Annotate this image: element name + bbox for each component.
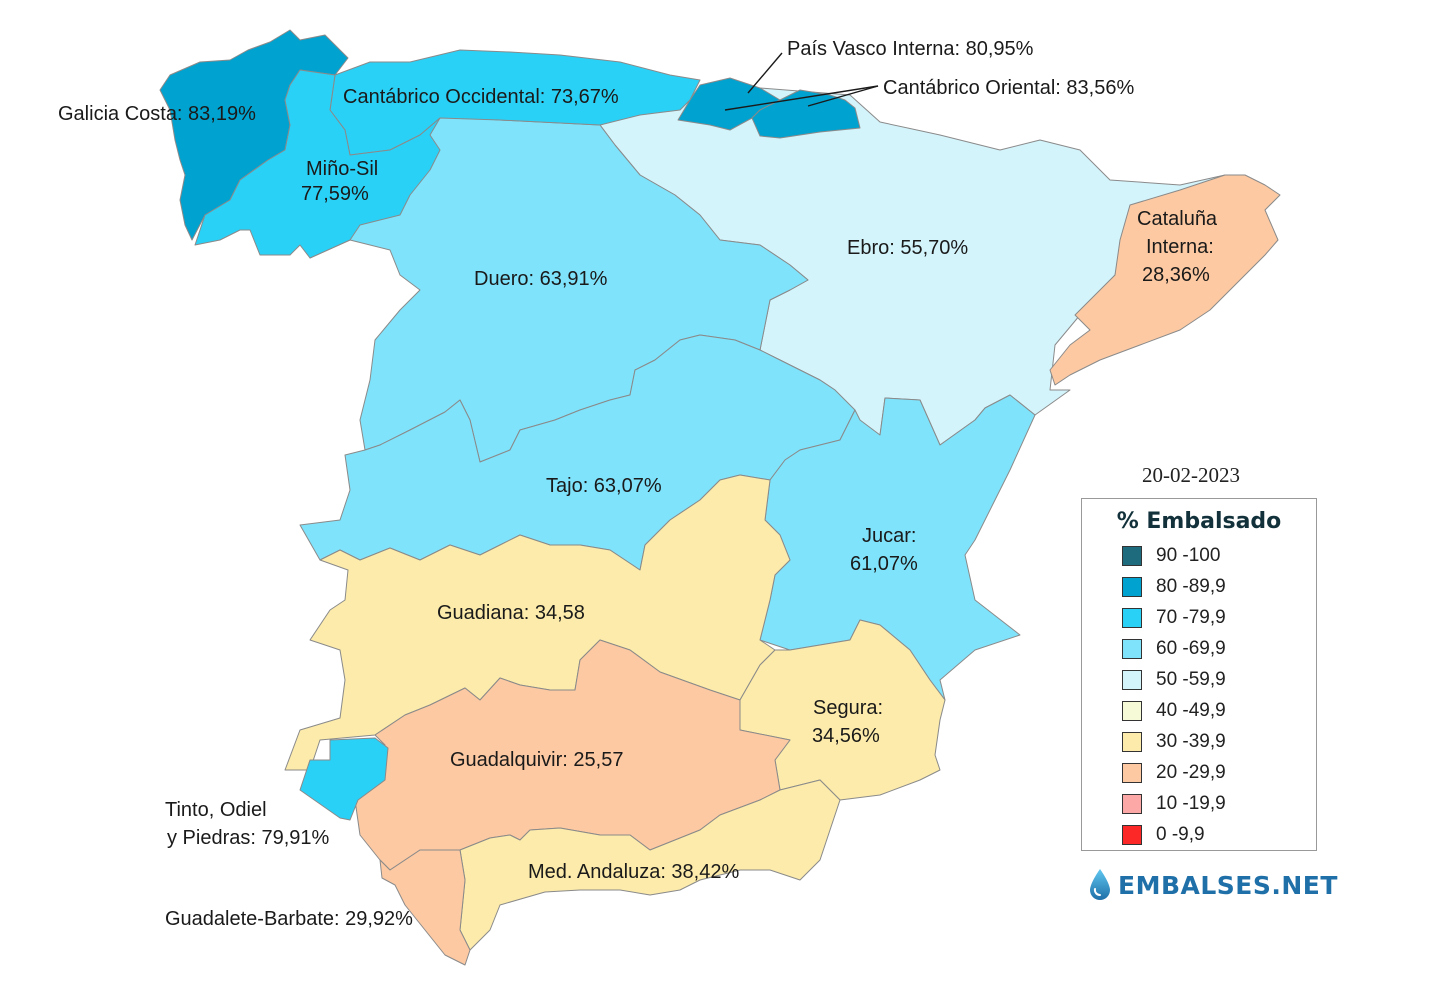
label-ebro: Ebro: 55,70% [847,237,968,259]
basin-cataluna-interna [1049,174,1281,386]
basin-med-andaluza [459,779,841,951]
leader-line-cantabrico-oriental-a [724,85,879,111]
basin-mino-sil [194,69,441,259]
label-jucar-name: Jucar: [862,525,916,547]
legend-item: 90 -100 [1082,540,1316,571]
legend-range-label: 50 -59,9 [1156,668,1226,690]
legend-range-label: 10 -19,9 [1156,792,1226,814]
legend-item: 60 -69,9 [1082,633,1316,664]
label-duero: Duero: 63,91% [474,268,608,290]
basin-tinto-odiel [299,737,389,821]
legend-item: 40 -49,9 [1082,695,1316,726]
label-segura-name: Segura: [813,697,883,719]
legend-range-label: 30 -39,9 [1156,730,1226,752]
label-pais-vasco-interna: País Vasco Interna: 80,95% [787,38,1034,60]
legend-swatch [1122,545,1142,566]
leader-line-pais-vasco [747,52,783,94]
legend: % Embalsado 90 -100 80 -89,9 70 -79,9 60 -6… [1081,498,1317,851]
legend-swatch [1122,700,1142,721]
label-cataluna-line2: Interna: [1146,236,1214,258]
label-segura-value: 34,56% [812,725,880,747]
legend-swatch [1122,607,1142,628]
legend-item: 20 -29,9 [1082,757,1316,788]
map-date: 20-02-2023 [1142,463,1240,487]
label-mino-sil-name: Miño-Sil [306,158,378,180]
legend-swatch [1122,731,1142,752]
label-tinto-odiel-line1: Tinto, Odiel [165,799,267,821]
legend-item: 0 -9,9 [1082,819,1316,850]
legend-title: % Embalsado [1116,509,1282,534]
label-cataluna-line3: 28,36% [1142,264,1210,286]
legend-swatch [1122,669,1142,690]
label-guadalquivir: Guadalquivir: 25,57 [450,749,623,771]
legend-range-label: 80 -89,9 [1156,575,1226,597]
label-jucar-value: 61,07% [850,553,918,575]
brand-name: EMBALSES.NET [1118,870,1338,900]
legend-range-label: 20 -29,9 [1156,761,1226,783]
legend-item: 50 -59,9 [1082,664,1316,695]
legend-range-label: 70 -79,9 [1156,606,1226,628]
legend-item: 80 -89,9 [1082,571,1316,602]
legend-swatch [1122,793,1142,814]
legend-items: 90 -100 80 -89,9 70 -79,9 60 -69,9 50 -59,9 4… [1082,540,1316,850]
water-drop-icon [1090,869,1110,900]
legend-swatch [1122,824,1142,845]
label-cantabrico-occidental: Cantábrico Occidental: 73,67% [343,86,619,108]
label-tajo: Tajo: 63,07% [546,475,662,497]
brand-logo: EMBALSES.NET [1088,868,1338,902]
label-tinto-odiel-line2: y Piedras: 79,91% [167,827,330,849]
basin-guadalete-barbate [379,849,471,966]
legend-swatch [1122,576,1142,597]
label-mino-sil-value: 77,59% [301,183,369,205]
legend-range-label: 60 -69,9 [1156,637,1226,659]
legend-range-label: 90 -100 [1156,544,1221,566]
legend-item: 30 -39,9 [1082,726,1316,757]
legend-swatch [1122,638,1142,659]
label-med-andaluza: Med. Andaluza: 38,42% [528,861,739,883]
legend-range-label: 40 -49,9 [1156,699,1226,721]
legend-swatch [1122,762,1142,783]
legend-item: 70 -79,9 [1082,602,1316,633]
label-guadiana: Guadiana: 34,58 [437,602,585,624]
legend-range-label: 0 -9,9 [1156,823,1205,845]
label-guadalete-barbate: Guadalete-Barbate: 29,92% [165,908,413,930]
label-cataluna-line1: Cataluña [1137,208,1218,230]
leader-line-cantabrico-oriental-b [807,85,879,107]
label-cantabrico-oriental: Cantábrico Oriental: 83,56% [883,77,1134,99]
label-galicia-costa: Galicia Costa: 83,19% [58,103,256,125]
legend-item: 10 -19,9 [1082,788,1316,819]
